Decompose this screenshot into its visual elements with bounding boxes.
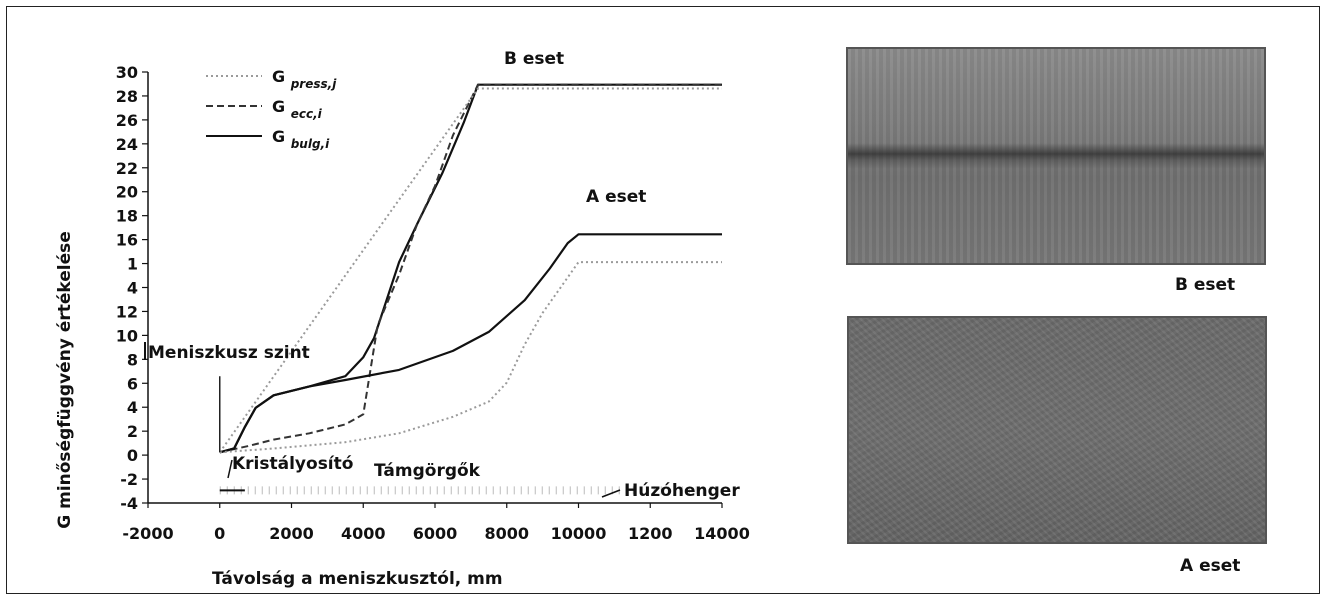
y-tick-label: 4: [127, 279, 138, 298]
annotation-label: Támgörgők: [374, 461, 481, 481]
y-tick-label: 0: [127, 446, 138, 465]
axes: [142, 71, 723, 508]
legend-subscript: press,j: [290, 77, 337, 91]
x-tick-label: 6000: [413, 524, 458, 543]
y-tick-label: 10: [116, 326, 138, 345]
annotations: B eset A eset Meniszkusz szint Kristályosít…: [144, 49, 740, 501]
surface-photo-a: [847, 316, 1267, 544]
x-axis-title: Távolság a meniszkusztól, mm: [212, 569, 503, 589]
annotation-label: Húzóhenger: [624, 481, 740, 501]
y-tick-label: 4: [127, 398, 138, 417]
y-tick-label: 28: [116, 87, 138, 106]
kristalyosito-pointer: [227, 459, 233, 479]
legend: G press,j G ecc,i G bulg,i: [206, 67, 337, 151]
photo-caption-b: B eset: [1175, 275, 1236, 295]
x-tick-label: 0: [214, 524, 225, 543]
y-tick-label: 1: [127, 255, 138, 274]
y-tick-label: 22: [116, 159, 138, 178]
y-tick-label: 6: [127, 374, 138, 393]
legend-subscript: bulg,i: [291, 137, 330, 151]
legend-subscript: ecc,i: [291, 107, 323, 121]
photo-caption-a: A eset: [1180, 556, 1241, 576]
series-line-a-eset-solid: [219, 233, 722, 454]
x-tick-label: -2000: [122, 524, 173, 543]
y-tick-label: 2: [127, 422, 138, 441]
legend-label: G bulg,i: [272, 127, 330, 151]
line-chart: -2000 0 2000 4000 6000 8000 10000 1200 14000 302…: [55, 49, 750, 589]
legend-label: G press,j: [272, 67, 337, 91]
y-tick-label: 8: [127, 350, 138, 369]
surface-photo-b: [846, 47, 1266, 265]
series-line-a-eset-dotted: [219, 261, 722, 454]
legend-label: G ecc,i: [272, 97, 323, 121]
x-tick-label: 8000: [484, 524, 529, 543]
y-axis-title: G minőségfüggvény értékelése: [55, 231, 75, 529]
x-tick-label: 14000: [694, 524, 750, 543]
y-tick-label: 12: [116, 302, 138, 321]
y-tick-label: -2: [120, 470, 138, 489]
y-tick-label: 18: [116, 207, 138, 226]
figure-frame: [6, 6, 1320, 594]
y-tick-label: -4: [120, 494, 138, 513]
x-tick-label: 4000: [341, 524, 386, 543]
y-tick-label: 24: [116, 135, 138, 154]
annotation-label: Kristályosító: [232, 454, 353, 474]
annotation-label: A eset: [586, 187, 646, 207]
y-tick-label: 16: [116, 231, 138, 250]
annotation-label: Meniszkusz szint: [148, 343, 310, 363]
y-tick-label: 26: [116, 111, 138, 130]
y-tick-label: 30: [116, 63, 138, 82]
x-tick-label: 1200: [628, 524, 673, 543]
chart-marks: [218, 83, 722, 495]
y-tick-label: 20: [116, 183, 138, 202]
series-line-b-eset-dotted: [218, 87, 722, 453]
x-tick-labels: -2000 0 2000 4000 6000 8000 10000 1200 14000: [122, 524, 749, 543]
x-tick-label: 10000: [551, 524, 607, 543]
huzohenger-pointer: [601, 489, 621, 498]
x-tick-label: 2000: [269, 524, 314, 543]
series-line-b-eset-dashed: [219, 83, 722, 454]
annotation-label: B eset: [504, 49, 564, 69]
